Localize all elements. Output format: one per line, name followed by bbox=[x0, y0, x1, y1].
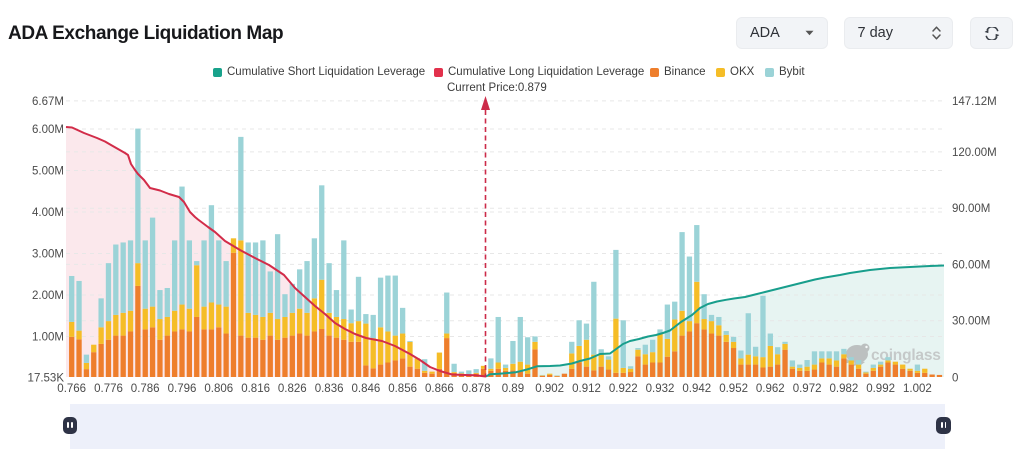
svg-text:0.836: 0.836 bbox=[315, 383, 344, 395]
svg-text:90.00M: 90.00M bbox=[952, 203, 990, 215]
svg-text:coinglass: coinglass bbox=[871, 347, 941, 364]
svg-text:0.866: 0.866 bbox=[425, 383, 454, 395]
svg-text:120.00M: 120.00M bbox=[952, 147, 997, 159]
svg-text:5.00M: 5.00M bbox=[32, 166, 64, 178]
svg-text:0.776: 0.776 bbox=[94, 383, 123, 395]
svg-text:0: 0 bbox=[952, 373, 958, 385]
svg-text:0.796: 0.796 bbox=[168, 383, 197, 395]
svg-text:0.806: 0.806 bbox=[204, 383, 233, 395]
svg-text:1.00M: 1.00M bbox=[32, 332, 64, 344]
svg-text:0.952: 0.952 bbox=[719, 383, 748, 395]
svg-text:2.00M: 2.00M bbox=[32, 290, 64, 302]
svg-text:0.912: 0.912 bbox=[572, 383, 601, 395]
svg-text:0.878: 0.878 bbox=[462, 383, 491, 395]
svg-text:0.846: 0.846 bbox=[352, 383, 381, 395]
svg-text:6.00M: 6.00M bbox=[32, 124, 64, 136]
svg-text:60.00M: 60.00M bbox=[952, 259, 990, 271]
svg-text:30.00M: 30.00M bbox=[952, 316, 990, 328]
svg-text:3.00M: 3.00M bbox=[32, 249, 64, 261]
svg-text:0.902: 0.902 bbox=[535, 383, 564, 395]
svg-text:0.816: 0.816 bbox=[241, 383, 270, 395]
svg-text:0.786: 0.786 bbox=[131, 383, 160, 395]
svg-text:0.89: 0.89 bbox=[502, 383, 524, 395]
svg-text:1.002: 1.002 bbox=[903, 383, 932, 395]
svg-text:6.67M: 6.67M bbox=[32, 96, 64, 108]
svg-text:0.962: 0.962 bbox=[756, 383, 785, 395]
svg-text:0.922: 0.922 bbox=[609, 383, 638, 395]
svg-text:0.992: 0.992 bbox=[866, 383, 895, 395]
svg-text:0.856: 0.856 bbox=[388, 383, 417, 395]
svg-text:0.766: 0.766 bbox=[57, 383, 86, 395]
svg-text:0.932: 0.932 bbox=[646, 383, 675, 395]
svg-text:0.942: 0.942 bbox=[682, 383, 711, 395]
svg-text:147.12M: 147.12M bbox=[952, 96, 997, 108]
svg-text:0.982: 0.982 bbox=[830, 383, 859, 395]
svg-text:4.00M: 4.00M bbox=[32, 207, 64, 219]
svg-text:0.972: 0.972 bbox=[793, 383, 822, 395]
svg-text:0.826: 0.826 bbox=[278, 383, 307, 395]
